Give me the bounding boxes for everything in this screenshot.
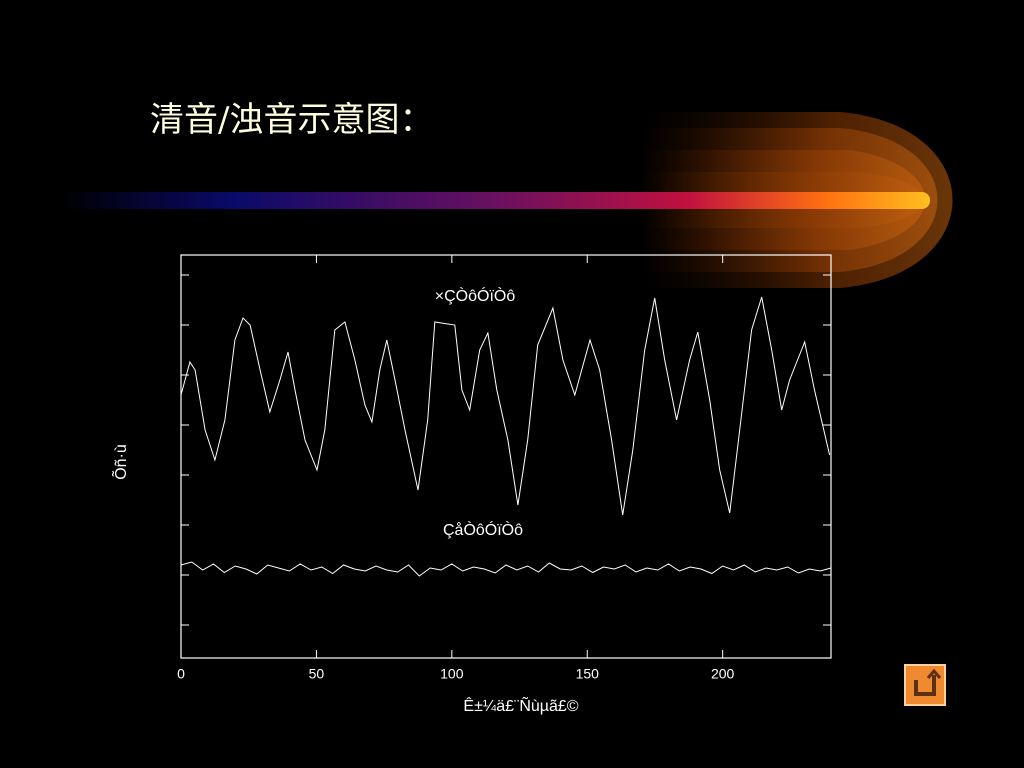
y-axis-label: Õñ·ù bbox=[110, 444, 130, 480]
plot-frame bbox=[180, 254, 832, 659]
x-tick-label: 100 bbox=[440, 666, 464, 682]
annotation: ÇåÒôÓïÒô bbox=[443, 520, 523, 539]
x-axis-label: Ê±¼ä£¨Ñùµã£© bbox=[463, 695, 578, 715]
x-tick-label: 200 bbox=[711, 666, 735, 682]
comet-decoration bbox=[60, 112, 953, 288]
x-tick-label: 150 bbox=[576, 666, 600, 682]
x-tick-label: 50 bbox=[309, 666, 325, 682]
x-tick-label: 0 bbox=[177, 666, 185, 682]
return-button[interactable] bbox=[904, 664, 946, 706]
waveform bbox=[180, 561, 832, 577]
slide-title: 清音/浊音示意图： bbox=[150, 100, 433, 140]
waveform bbox=[180, 296, 831, 516]
annotation: ×ÇÒôÓïÒô bbox=[435, 286, 516, 305]
